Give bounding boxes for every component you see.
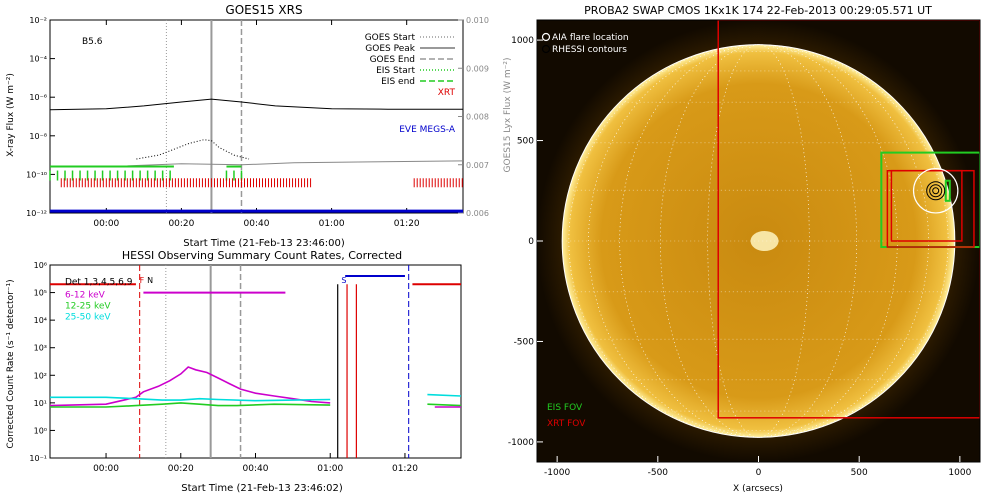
swap-legend-symbol [541,32,551,42]
goes-y-tick-label: 10⁻¹² [26,209,47,218]
hessi-y-tick-label: 10⁴ [34,316,47,325]
goes-x-tick-label: 00:00 [93,219,119,229]
goes-legend-label: GOES Start [365,33,416,43]
goes-x-tick-label: 01:20 [394,219,420,229]
swap-longitude-line [660,44,857,438]
hessi-series-25-50-kev [50,396,331,402]
swap-rhessi-contour [929,184,943,198]
goes-legend-label: EIS Start [376,66,415,76]
goes-y-right-tick-label: 0.006 [466,209,489,218]
goes-y-right-tick-label: 0.008 [466,113,489,122]
swap-x-tick-label: -1000 [544,468,570,478]
goes-flare-class: B5.6 [82,37,103,47]
swap-rhessi-contour [932,187,940,195]
swap-y-tick-label: 500 [517,137,534,147]
goes-title: GOES15 XRS [225,3,302,17]
hessi-flag-label: S [341,276,346,285]
hessi-y-tick-label: 10² [34,371,47,380]
swap-active-region [750,231,779,251]
hessi-x-tick-label: 00:20 [168,464,194,474]
goes-ylabel: X-ray Flux (W m⁻²) [6,73,16,157]
goes-y-tick-label: 10⁻² [29,16,47,25]
goes-y-right-tick-label: 0.010 [466,16,489,25]
hessi-x-tick-label: 00:40 [243,464,269,474]
hessi-y-tick-label: 10³ [34,344,47,353]
goes-xlabel: Start Time (21-Feb-13 23:46:00) [183,238,345,249]
hessi-y-tick-label: 10⁰ [34,426,47,435]
hessi-legend-label: Det 1,3,4,5,6,9 [65,277,133,287]
swap-x-tick-label: 500 [851,468,868,478]
swap-rhessi-contour [926,181,946,201]
hessi-count-panel: 00:00 00:20 00:40 01:00 01:20 10⁻¹ 10⁰ 10¹ 10² 10… [29,261,462,474]
goes-xrs-panel: 00:00 00:20 00:40 01:00 01:20 10⁻¹² 10⁻¹⁰ 10⁻⁸ 1… [26,16,489,229]
goes-y-right-tick-label: 0.007 [466,161,489,170]
swap-image-area [537,20,980,462]
hessi-x-tick-label: 00:00 [93,464,119,474]
hessi-flag-label: F [140,276,145,285]
hessi-legend-label: 6-12 keV [65,290,106,300]
hessi-series-25-50-kev-late- [427,393,462,397]
goes-legend-label: GOES Peak [365,44,415,54]
goes-ylabel-right: GOES15 Lyx Flux (W m⁻²) [503,58,513,173]
hessi-x-tick-label: 01:20 [392,464,418,474]
swap-eis-fov [944,179,951,202]
swap-fov-label: EIS FOV [547,403,583,413]
swap-image-panel: -1000 -500 0 500 1000 -1000 -500 0 500 1000 AIA fl… [508,19,981,478]
swap-legend-label: AIA flare location [552,33,629,43]
hessi-series-12-25-kev-late- [427,403,462,407]
swap-x-tick-label: 1000 [948,468,971,478]
goes-legend-label: EVE MEGS-A [399,125,456,135]
swap-y-tick-label: -500 [514,337,535,347]
swap-y-tick-label: -1000 [508,438,534,448]
swap-xrt-fov-large [717,20,980,419]
swap-aia-flare-circle [912,168,959,214]
goes-x-tick-label: 01:00 [319,219,345,229]
hessi-y-tick-label: 10⁻¹ [29,454,47,463]
goes-y-tick-label: 10⁻⁴ [29,55,47,64]
hessi-y-tick-label: 10⁵ [34,289,47,298]
goes-series-long [49,98,463,111]
swap-fov-label: XRT FOV [547,419,586,429]
hessi-x-tick-label: 01:00 [317,464,343,474]
goes-y-tick-label: 10⁻⁸ [29,132,47,141]
swap-x-tick-label: -500 [648,468,669,478]
swap-legend-symbol [541,44,551,54]
goes-series-short [136,139,250,160]
hessi-xlabel: Start Time (21-Feb-13 23:46:02) [181,483,343,494]
swap-longitude-line [707,44,810,438]
goes-y-tick-label: 10⁻¹⁰ [26,170,47,179]
goes-legend-label: EIS end [381,77,415,87]
goes-x-tick-label: 00:40 [244,219,270,229]
swap-y-tick-label: 0 [528,237,534,247]
hessi-y-tick-label: 10¹ [34,399,47,408]
goes-legend-label: GOES End [370,55,415,65]
hessi-legend-label: 25-50 keV [65,312,111,322]
swap-y-tick-label: 1000 [511,36,534,46]
goes-legend-label: XRT [438,88,456,98]
goes-y-tick-label: 10⁻⁶ [29,93,47,102]
hessi-legend-label: 12-25 keV [65,301,111,311]
hessi-y-tick-label: 10⁶ [34,261,47,270]
hessi-series-6-12-kev [49,366,331,407]
hessi-plot-frame [49,264,462,459]
hessi-series-12-25-kev [50,402,331,408]
swap-xlabel: X (arcsecs) [733,484,783,494]
hessi-ylabel: Corrected Count Rate (s⁻¹ detector⁻¹) [6,279,16,448]
hessi-flag-label: N [147,276,153,285]
swap-legend-label: RHESSI contours [552,45,627,55]
goes-x-tick-label: 00:20 [168,219,194,229]
swap-x-tick-label: 0 [756,468,762,478]
swap-title: PROBA2 SWAP CMOS 1Kx1K 174 22-Feb-2013 0… [584,4,932,17]
goes-y-right-tick-label: 0.009 [466,64,489,73]
hessi-title: HESSI Observing Summary Count Rates, Cor… [122,249,402,262]
